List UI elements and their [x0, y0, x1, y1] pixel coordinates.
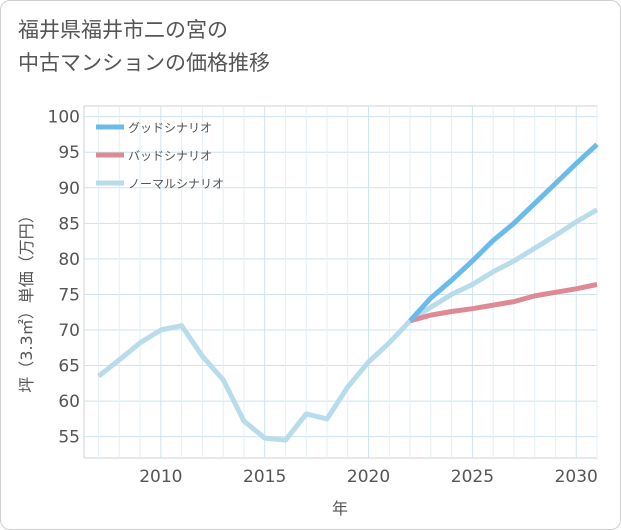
- series-line-2: [409, 282, 598, 324]
- y-tick-label: 85: [58, 214, 80, 234]
- series-line-1: [408, 142, 599, 323]
- y-tick-label: 65: [58, 357, 80, 377]
- y-axis-label: 坪（3.3㎡）単価（万円）: [17, 207, 36, 392]
- y-tick-label: 70: [58, 321, 80, 341]
- title-line-2: 中古マンションの価格推移: [18, 51, 270, 75]
- y-tick-label: 55: [58, 428, 80, 448]
- x-tick-label: 2025: [451, 467, 494, 487]
- legend-label-3: ノーマルシナリオ: [128, 177, 224, 191]
- legend-label-1: グッドシナリオ: [128, 121, 212, 135]
- y-tick-label: 90: [58, 179, 80, 199]
- series-line-3: [96, 207, 599, 443]
- title-line-1: 福井県福井市二の宮の: [18, 18, 228, 42]
- x-tick-label: 2010: [139, 467, 182, 487]
- y-tick-label: 75: [58, 285, 80, 305]
- grid-lines: [84, 106, 598, 458]
- y-tick-label: 80: [58, 250, 80, 270]
- x-axis-ticks: 2010 2015 2020 2025 2030: [139, 467, 598, 487]
- x-tick-label: 2020: [347, 467, 390, 487]
- y-axis-ticks: 55 60 65 70 75 80 85 90 95 100: [48, 108, 80, 448]
- chart-title: 福井県福井市二の宮の 中古マンションの価格推移: [18, 14, 270, 80]
- x-tick-label: 2015: [243, 467, 286, 487]
- x-axis-label: 年: [332, 499, 348, 518]
- legend-label-2: バッドシナリオ: [128, 149, 212, 163]
- series-lines: [96, 142, 599, 443]
- x-tick-label: 2030: [555, 467, 598, 487]
- y-tick-label: 60: [58, 392, 80, 412]
- y-tick-label: 95: [58, 143, 80, 163]
- y-tick-label: 100: [48, 108, 80, 128]
